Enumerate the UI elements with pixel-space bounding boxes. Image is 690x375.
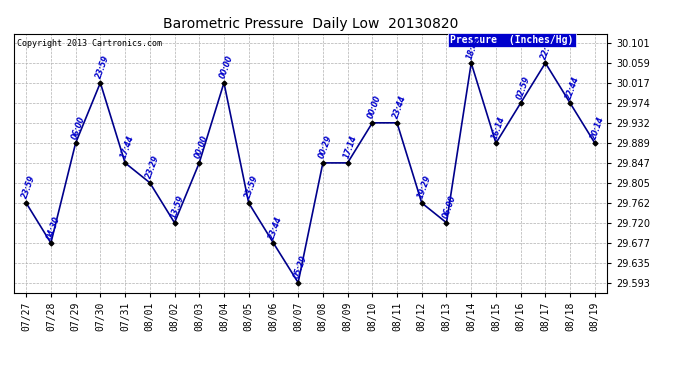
Text: 23:59: 23:59 <box>243 174 259 200</box>
Point <box>70 140 81 146</box>
Point <box>367 120 378 126</box>
Text: 19:29: 19:29 <box>416 174 433 200</box>
Point <box>219 80 230 86</box>
Text: 17:44: 17:44 <box>119 135 136 160</box>
Point <box>119 160 130 166</box>
Point <box>194 160 205 166</box>
Point <box>416 200 427 206</box>
Text: 23:44: 23:44 <box>268 214 284 240</box>
Point <box>169 220 180 226</box>
Text: 23:59: 23:59 <box>95 54 111 80</box>
Point <box>589 140 600 146</box>
Text: 23:59: 23:59 <box>21 174 37 200</box>
Point <box>441 220 452 226</box>
Point <box>243 200 254 206</box>
Text: 17:14: 17:14 <box>342 135 359 160</box>
Text: 13:59: 13:59 <box>169 194 186 220</box>
Point <box>317 160 328 166</box>
Point <box>540 60 551 66</box>
Text: 04:30: 04:30 <box>46 214 62 240</box>
Text: Pressure  (Inches/Hg): Pressure (Inches/Hg) <box>450 35 573 45</box>
Point <box>21 200 32 206</box>
Text: 06:00: 06:00 <box>70 115 87 140</box>
Text: 23:29: 23:29 <box>144 154 161 180</box>
Text: 22:44: 22:44 <box>564 75 581 100</box>
Text: 00:00: 00:00 <box>366 94 384 120</box>
Point <box>268 240 279 246</box>
Text: 00:29: 00:29 <box>317 135 334 160</box>
Point <box>564 100 575 106</box>
Text: 00:00: 00:00 <box>194 135 210 160</box>
Point <box>46 240 57 246</box>
Point <box>342 160 353 166</box>
Point <box>466 60 477 66</box>
Title: Barometric Pressure  Daily Low  20130820: Barometric Pressure Daily Low 20130820 <box>163 17 458 31</box>
Point <box>515 100 526 106</box>
Text: 00:00: 00:00 <box>218 54 235 80</box>
Text: 20:14: 20:14 <box>589 115 606 140</box>
Text: 23:44: 23:44 <box>391 94 408 120</box>
Text: 18:44: 18:44 <box>466 34 482 60</box>
Point <box>95 80 106 86</box>
Point <box>491 140 502 146</box>
Point <box>144 180 155 186</box>
Text: 05:29: 05:29 <box>293 254 309 280</box>
Point <box>293 280 304 286</box>
Point <box>391 120 402 126</box>
Text: Copyright 2013 Cartronics.com: Copyright 2013 Cartronics.com <box>17 39 161 48</box>
Text: 16:14: 16:14 <box>491 115 507 140</box>
Text: 06:00: 06:00 <box>441 194 457 220</box>
Text: 02:59: 02:59 <box>515 75 532 100</box>
Text: 22:: 22: <box>540 44 553 60</box>
